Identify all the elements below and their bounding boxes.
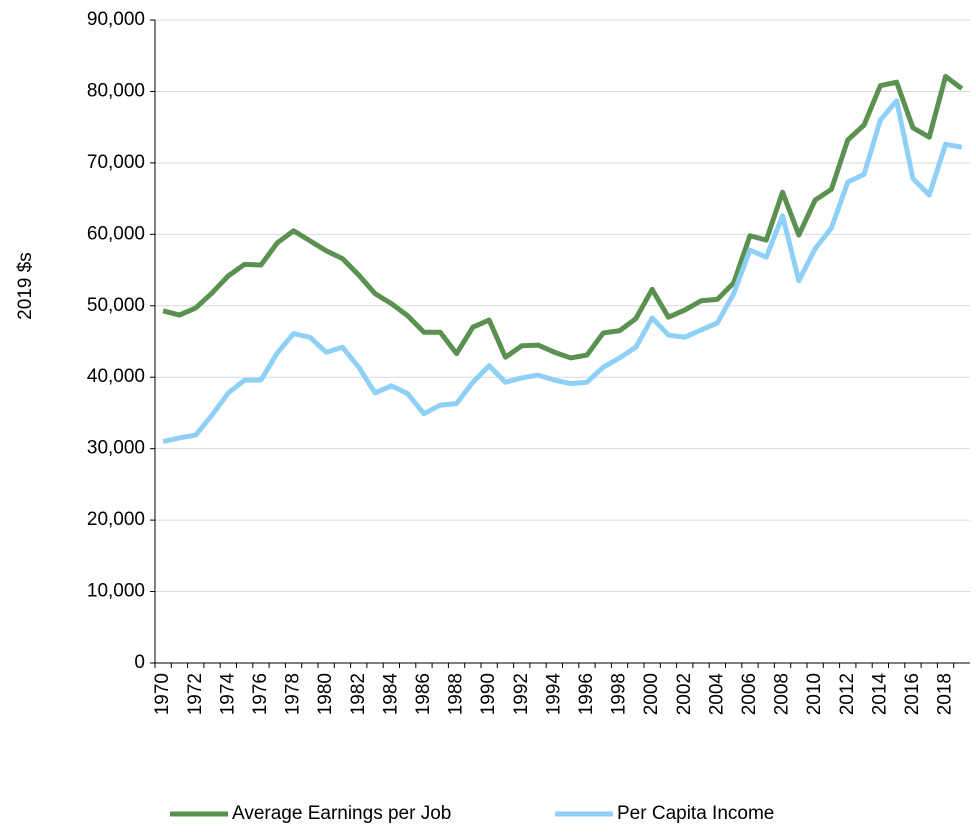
x-tick-label: 2016	[902, 673, 923, 715]
x-tick-label: 2018	[935, 673, 956, 715]
x-tick-label: 1970	[152, 673, 173, 715]
x-tick-label: 1988	[446, 673, 467, 715]
series-line	[162, 73, 964, 361]
legend-label: Average Earnings per Job	[232, 803, 451, 824]
y-tick-label: 90,000	[87, 9, 145, 30]
y-tick-label: 30,000	[87, 438, 145, 459]
y-tick-label: 20,000	[87, 509, 145, 530]
series-line	[162, 98, 963, 444]
x-tick-label: 1986	[413, 673, 434, 715]
x-tick-label: 2014	[869, 673, 890, 716]
x-tick-label: 2012	[837, 673, 858, 715]
x-tick-label: 2002	[674, 673, 695, 715]
x-tick-label: 1992	[511, 673, 532, 715]
y-tick-label: 10,000	[87, 581, 145, 602]
x-tick-label: 1998	[609, 673, 630, 715]
x-tick-label: 1976	[250, 673, 271, 715]
x-tick-label: 1978	[283, 673, 304, 715]
x-tick-label: 1990	[478, 673, 499, 715]
x-tick-label: 1974	[217, 673, 238, 716]
x-tick-label: 2008	[772, 673, 793, 715]
y-tick-label: 50,000	[87, 295, 145, 316]
y-tick-label: 40,000	[87, 366, 145, 387]
x-tick-label: 1982	[348, 673, 369, 715]
x-tick-label: 2010	[804, 673, 825, 715]
x-tick-label: 1996	[576, 673, 597, 715]
x-tick-label: 1980	[315, 673, 336, 715]
y-tick-label: 0	[134, 652, 145, 673]
y-tick-label: 60,000	[87, 223, 145, 244]
x-tick-label: 1994	[543, 673, 564, 716]
x-tick-label: 2006	[739, 673, 760, 715]
x-tick-label: 2000	[641, 673, 662, 715]
x-tick-label: 1984	[380, 673, 401, 716]
y-tick-label: 80,000	[87, 80, 145, 101]
x-tick-label: 2004	[706, 673, 727, 716]
x-tick-label: 1972	[185, 673, 206, 715]
y-axis-label: 2019 $s	[15, 252, 36, 320]
y-tick-label: 70,000	[87, 152, 145, 173]
legend-label: Per Capita Income	[617, 803, 774, 824]
